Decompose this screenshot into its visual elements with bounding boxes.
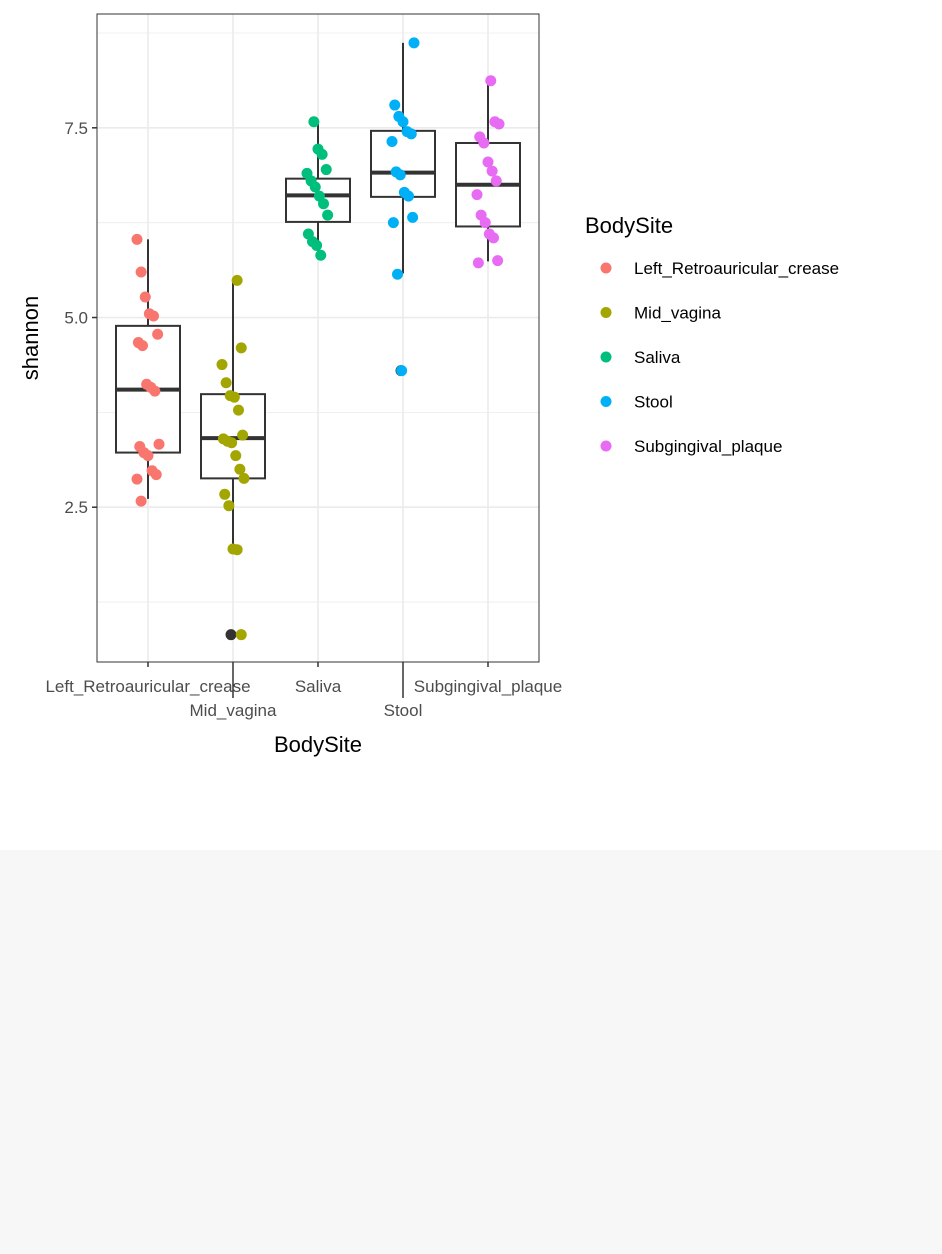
data-point bbox=[231, 544, 243, 556]
data-point bbox=[403, 190, 414, 202]
y-tick-label: 2.5 bbox=[64, 498, 88, 517]
data-point bbox=[150, 469, 162, 481]
legend-label: Subgingival_plaque bbox=[634, 437, 782, 456]
outlier-point bbox=[225, 629, 237, 641]
legend: BodySite Left_Retroauricular_crease Mid_v… bbox=[585, 213, 839, 456]
data-point bbox=[135, 495, 147, 507]
data-point bbox=[309, 181, 321, 193]
data-point bbox=[486, 165, 498, 177]
data-point bbox=[485, 75, 497, 87]
legend-key bbox=[600, 396, 612, 407]
data-point bbox=[316, 148, 328, 160]
data-point bbox=[392, 268, 403, 280]
x-tick-label: Mid_vagina bbox=[190, 701, 277, 720]
data-point bbox=[318, 198, 329, 210]
data-point bbox=[226, 437, 238, 449]
data-point bbox=[389, 99, 401, 111]
data-point bbox=[142, 450, 154, 462]
data-point bbox=[135, 266, 147, 278]
legend-title: BodySite bbox=[585, 213, 673, 238]
legend-key bbox=[600, 307, 612, 318]
data-point bbox=[490, 175, 502, 187]
data-point bbox=[472, 257, 484, 269]
data-point bbox=[216, 359, 228, 371]
data-point bbox=[387, 217, 399, 229]
data-point bbox=[478, 137, 490, 149]
data-point bbox=[131, 473, 143, 485]
data-point bbox=[492, 255, 504, 267]
data-point bbox=[482, 156, 494, 168]
data-point bbox=[386, 135, 398, 147]
data-point bbox=[137, 340, 148, 352]
jitter-points bbox=[131, 37, 505, 641]
y-axis: 2.5 5.0 7.5 bbox=[64, 119, 97, 517]
data-point bbox=[322, 209, 334, 221]
data-point bbox=[233, 404, 244, 416]
legend-label: Mid_vagina bbox=[634, 304, 721, 323]
data-point bbox=[235, 629, 247, 641]
page-background-lower bbox=[0, 850, 942, 1254]
data-point bbox=[396, 365, 408, 377]
data-point bbox=[315, 249, 327, 261]
data-point bbox=[405, 128, 417, 140]
data-point bbox=[153, 438, 165, 450]
legend-key bbox=[600, 262, 612, 274]
data-point bbox=[230, 450, 242, 462]
data-point bbox=[231, 274, 243, 286]
data-point bbox=[149, 385, 161, 397]
data-point bbox=[131, 233, 143, 245]
data-point bbox=[308, 116, 320, 128]
box-Stool bbox=[370, 129, 436, 198]
y-tick-label: 5.0 bbox=[64, 309, 88, 328]
legend-label: Left_Retroauricular_crease bbox=[634, 259, 839, 278]
data-point bbox=[394, 169, 406, 181]
legend-key bbox=[600, 351, 612, 363]
data-point bbox=[235, 342, 247, 354]
data-point bbox=[237, 429, 249, 441]
data-point bbox=[320, 164, 332, 176]
data-point bbox=[238, 472, 250, 484]
x-axis-title: BodySite bbox=[274, 732, 362, 757]
x-tick-label: Stool bbox=[384, 701, 423, 720]
data-point bbox=[139, 291, 151, 303]
data-point bbox=[220, 377, 232, 389]
data-point bbox=[219, 488, 231, 500]
x-tick-label: Left_Retroauricular_crease bbox=[45, 677, 250, 696]
data-point bbox=[228, 391, 240, 403]
data-point bbox=[223, 500, 235, 512]
data-point bbox=[493, 118, 505, 130]
legend-key bbox=[600, 440, 612, 452]
boxes bbox=[115, 42, 521, 641]
legend-label: Saliva bbox=[634, 348, 681, 367]
x-axis: Left_Retroauricular_crease Mid_vagina Sali… bbox=[45, 662, 562, 720]
data-point bbox=[148, 310, 159, 322]
data-point bbox=[311, 239, 323, 251]
data-point bbox=[471, 189, 483, 201]
data-point bbox=[488, 232, 499, 244]
data-point bbox=[407, 211, 419, 223]
legend-label: Stool bbox=[634, 393, 673, 412]
y-tick-label: 7.5 bbox=[64, 119, 88, 138]
x-tick-label: Saliva bbox=[295, 677, 342, 696]
data-point bbox=[479, 217, 491, 229]
y-axis-title: shannon bbox=[18, 296, 43, 380]
data-point bbox=[234, 463, 246, 475]
x-tick-label: Subgingival_plaque bbox=[414, 677, 562, 696]
data-point bbox=[408, 37, 420, 49]
boxplot-chart: 2.5 5.0 7.5 Left_Retroauricular_crease Mid_… bbox=[18, 13, 839, 757]
data-point bbox=[152, 328, 164, 340]
data-point bbox=[397, 116, 409, 128]
